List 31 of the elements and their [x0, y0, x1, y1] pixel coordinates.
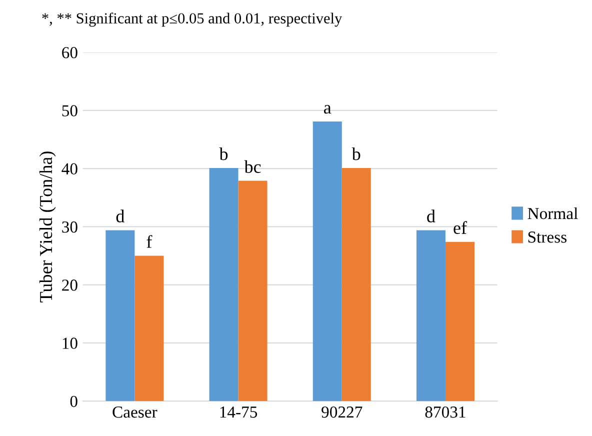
y-tick-label: 60 — [62, 47, 78, 58]
y-tick-label: 30 — [62, 221, 78, 233]
y-axis-title: Tuber Yield (Ton/ha) — [39, 152, 56, 302]
bar — [134, 256, 164, 402]
data-label: b — [219, 147, 228, 160]
data-label: bc — [244, 160, 261, 173]
x-tick-label: Caeser — [112, 406, 158, 418]
bar — [416, 230, 446, 402]
data-label: d — [116, 210, 124, 222]
y-tick-label: 0 — [70, 396, 78, 408]
bar — [209, 168, 238, 402]
y-tick-label: 10 — [62, 338, 78, 349]
data-label: ef — [454, 221, 467, 234]
bar — [342, 168, 371, 402]
legend-label: Stress — [528, 232, 566, 243]
bar — [445, 242, 474, 402]
data-label: f — [146, 235, 152, 248]
x-tick-label: 90227 — [322, 406, 362, 418]
bar — [106, 230, 135, 402]
bar — [312, 122, 342, 402]
data-label: a — [324, 105, 332, 114]
x-tick-label: 87031 — [425, 406, 466, 418]
y-tick-label: 50 — [62, 105, 78, 116]
y-tick-label: 40 — [62, 163, 78, 175]
bar — [238, 180, 268, 402]
x-tick-label: 14-75 — [220, 406, 258, 418]
text: *, ** Significant at p≤0.05 and 0.01, respectively — [42, 12, 342, 27]
data-label: b — [352, 147, 360, 160]
y-tick-label: 20 — [62, 280, 78, 291]
data-label: d — [427, 210, 436, 222]
legend-label: Normal — [528, 207, 578, 220]
